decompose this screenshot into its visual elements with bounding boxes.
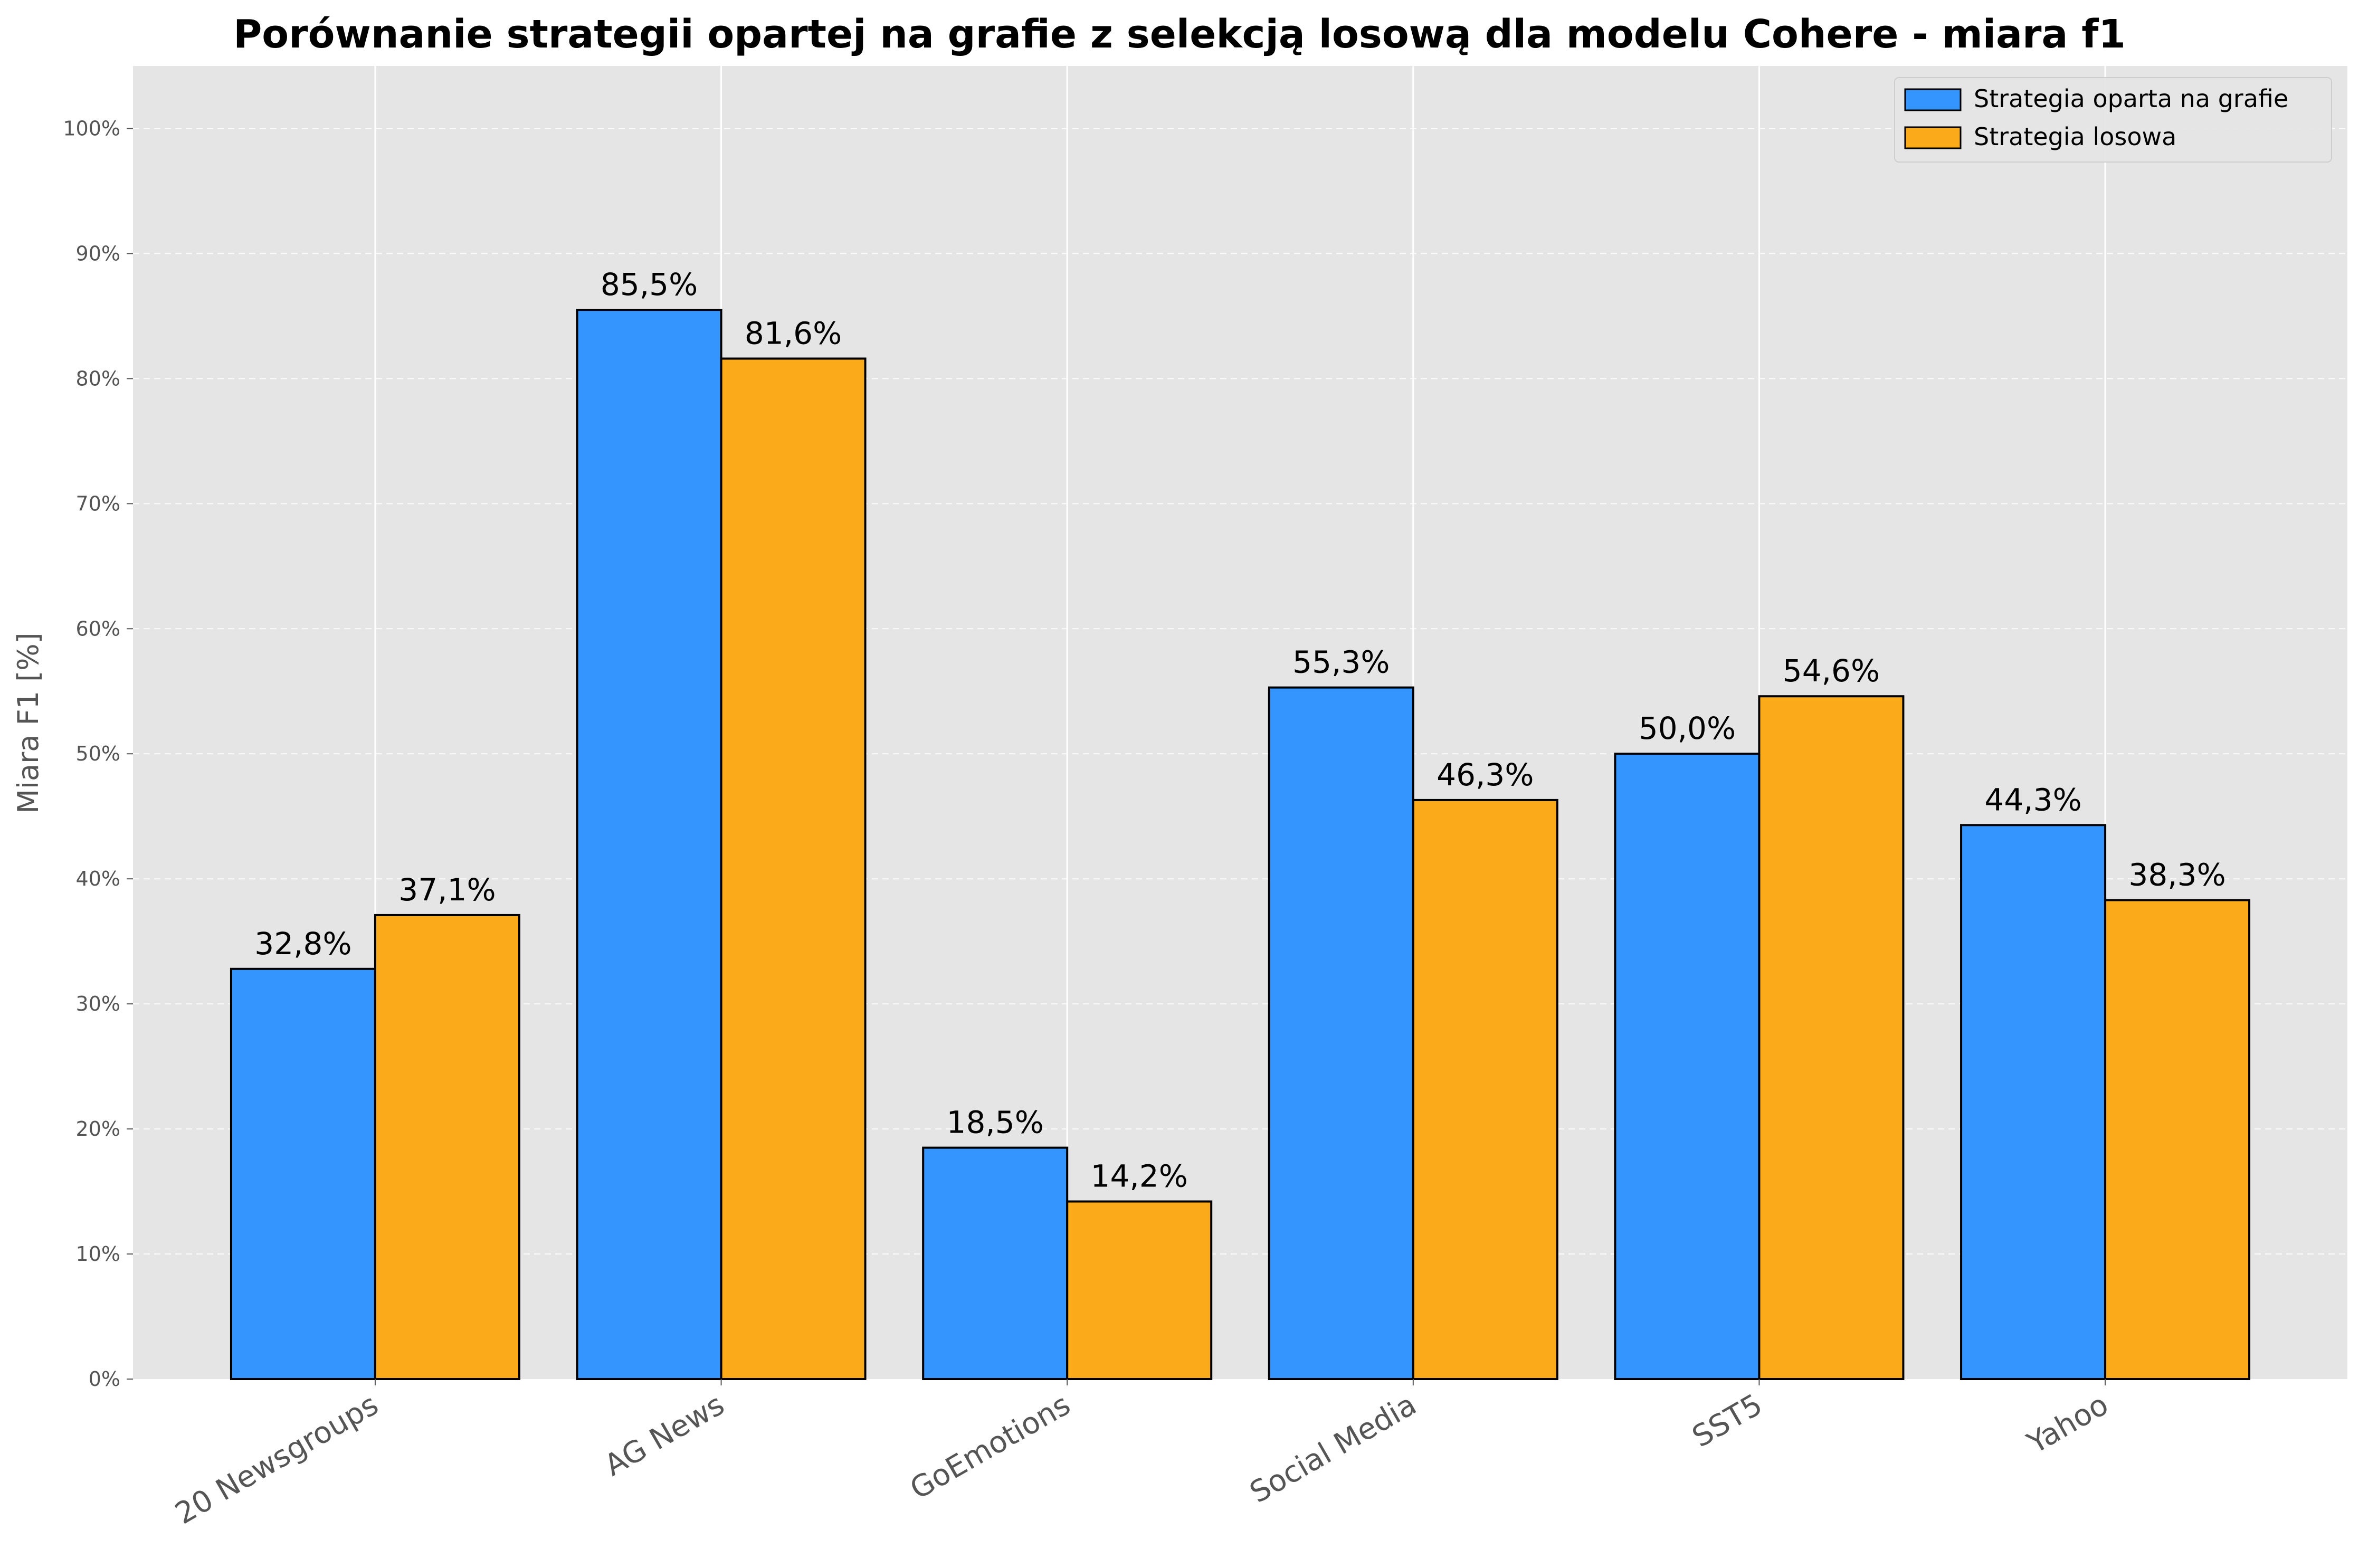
bar-random-strategy — [720, 357, 867, 1380]
bars-layer — [230, 309, 2251, 1381]
y-tick-label: 90% — [76, 242, 120, 265]
legend-swatch — [1904, 88, 1962, 111]
bar-value-label: 18,5% — [947, 1105, 1044, 1141]
bar-graph-strategy — [922, 1146, 1069, 1381]
y-tick-label: 60% — [76, 617, 120, 640]
bar-value-label: 50,0% — [1639, 710, 1736, 746]
bar-value-label: 81,6% — [745, 315, 842, 351]
chart-title: Porównanie strategii opartej na grafie z… — [233, 12, 2126, 57]
bar-value-label: 85,5% — [601, 267, 698, 302]
bar-value-label: 54,6% — [1783, 653, 1880, 689]
bar-value-label: 32,8% — [254, 926, 351, 962]
legend-box — [1894, 77, 2332, 163]
bar-graph-strategy — [1268, 686, 1414, 1380]
bar-value-label: 46,3% — [1437, 757, 1534, 793]
bar-value-label: 14,2% — [1091, 1158, 1188, 1194]
y-tick-label: 70% — [76, 492, 120, 515]
bar-graph-strategy — [1960, 824, 2107, 1380]
legend-label: Strategia losowa — [1974, 122, 2176, 151]
y-tick-label: 40% — [76, 867, 120, 890]
bar-random-strategy — [374, 914, 520, 1380]
bar-graph-strategy — [230, 967, 376, 1380]
bar-random-strategy — [2104, 899, 2251, 1381]
y-tick-label: 30% — [76, 992, 120, 1015]
bar-random-strategy — [1758, 695, 1905, 1380]
y-tick-label: 20% — [76, 1117, 120, 1141]
bar-value-label: 38,3% — [2128, 857, 2225, 892]
bar-random-strategy — [1412, 799, 1558, 1380]
y-tick-label: 0% — [89, 1367, 120, 1391]
bar-random-strategy — [1066, 1200, 1213, 1380]
bar-value-label: 44,3% — [1984, 782, 2081, 818]
bar-graph-strategy — [576, 309, 722, 1380]
y-tick-label: 100% — [63, 117, 120, 140]
y-tick-label: 50% — [76, 742, 120, 765]
data-labels-layer: 32,8% 37,1% 85,5% 81,6% 18,5% 14,2% 55,3% 46,3%… — [254, 267, 2225, 1194]
bar-value-label: 37,1% — [398, 872, 496, 908]
y-axis: 0% 10% 20% 30% 40% 50% 60% 70% 80% 90% 100% — [63, 117, 133, 1391]
y-axis-label: Miara F1 [%] — [12, 632, 45, 813]
bar-value-label: 55,3% — [1292, 644, 1390, 680]
legend-swatch — [1904, 126, 1962, 149]
y-tick-label: 80% — [76, 367, 120, 390]
bar-graph-strategy — [1614, 753, 1761, 1380]
legend-label: Strategia oparta na grafie — [1974, 84, 2288, 113]
legend: Strategia oparta na grafie Strategia loso… — [1894, 77, 2332, 163]
y-tick-label: 10% — [76, 1242, 120, 1266]
